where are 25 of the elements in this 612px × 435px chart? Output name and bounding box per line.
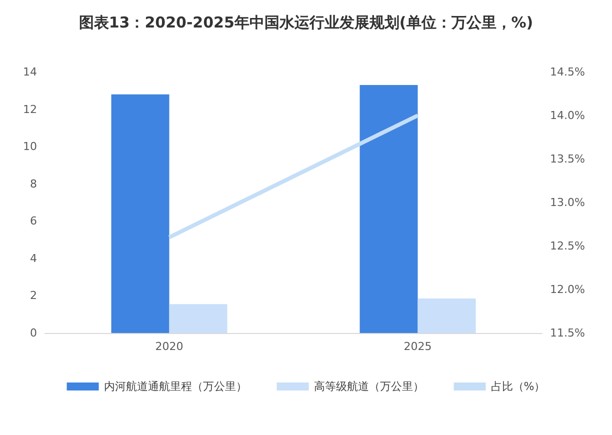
y-tick-label: 0 [30,326,37,340]
y-tick-label: 4 [30,252,37,265]
y2-tick-label: 12.0% [550,283,585,296]
y2-tick-label: 14.5% [550,66,585,78]
bar [418,298,476,333]
bar [111,94,170,333]
y2-tick-label: 12.5% [550,240,585,252]
y-tick-label: 12 [23,102,37,116]
y-tick-label: 10 [23,140,37,154]
y-tick-label: 2 [30,289,37,302]
legend-label: 高等级航道（万公里） [314,380,424,393]
x-tick-label: 2025 [404,340,432,353]
bar [360,85,418,333]
legend-label: 内河航道通航里程（万公里） [104,380,247,393]
bar [169,304,228,333]
y2-tick-label: 11.5% [550,326,585,340]
chart-title: 图表13：2020-2025年中国水运行业发展规划(单位：万公里，%) [78,14,534,32]
y-tick-label: 14 [23,66,37,78]
y2-tick-label: 13.5% [550,152,585,166]
y2-tick-label: 13.0% [550,196,585,209]
x-tick-label: 2020 [155,340,184,353]
y-tick-label: 6 [30,214,37,228]
y2-tick-label: 14.0% [550,109,585,122]
y-tick-label: 8 [30,177,37,190]
legend-label: 占比（%） [490,380,546,393]
